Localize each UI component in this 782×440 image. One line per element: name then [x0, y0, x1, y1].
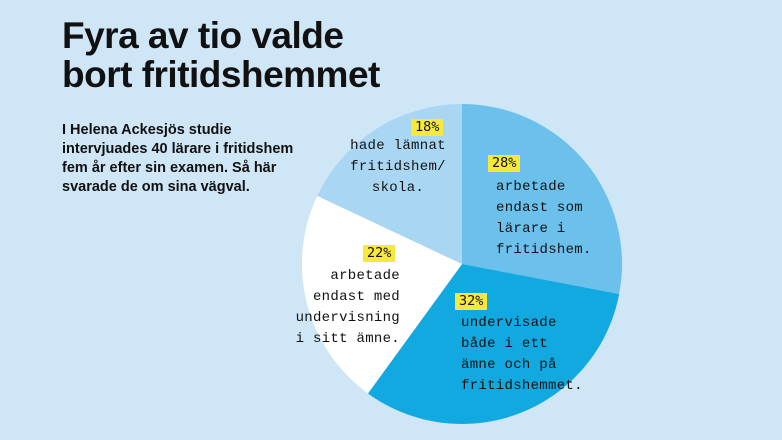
pct-label-lamnat: 18%	[411, 119, 444, 136]
slice-label-amne: arbetade endast med undervisning i sitt …	[295, 268, 400, 347]
intro-line-4: svarade de om sina vägval.	[62, 179, 250, 195]
slice-label-bada: undervisade både i ett ämne och på friti…	[461, 315, 583, 394]
slice-bada	[367, 264, 620, 425]
title-line-2: bort fritidshemmet	[62, 54, 380, 95]
title-line-1: Fyra av tio valde	[62, 15, 344, 56]
slice-label-lararefritids: arbetade endast som lärare i fritidshem.	[496, 179, 592, 258]
slice-amne	[302, 195, 462, 394]
pct-label-bada: 32%	[455, 293, 488, 310]
intro-line-2: intervjuades 40 lärare i fritidshem	[62, 141, 294, 157]
pct-label-lararefritids: 28%	[488, 155, 521, 172]
slice-lamnat	[317, 104, 462, 264]
pct-label-amne: 22%	[363, 245, 396, 262]
intro-line-1: I Helena Ackesjös studie	[62, 122, 232, 138]
slice-lararefritids	[462, 104, 623, 294]
intro-text: I Helena Ackesjös studie intervjuades 40…	[62, 121, 317, 197]
chart-title: Fyra av tio valde bort fritidshemmet	[62, 16, 380, 94]
intro-line-3: fem år efter sin examen. Så här	[62, 160, 277, 176]
slice-label-lamnat: hade lämnat fritidshem/ skola.	[350, 138, 446, 196]
